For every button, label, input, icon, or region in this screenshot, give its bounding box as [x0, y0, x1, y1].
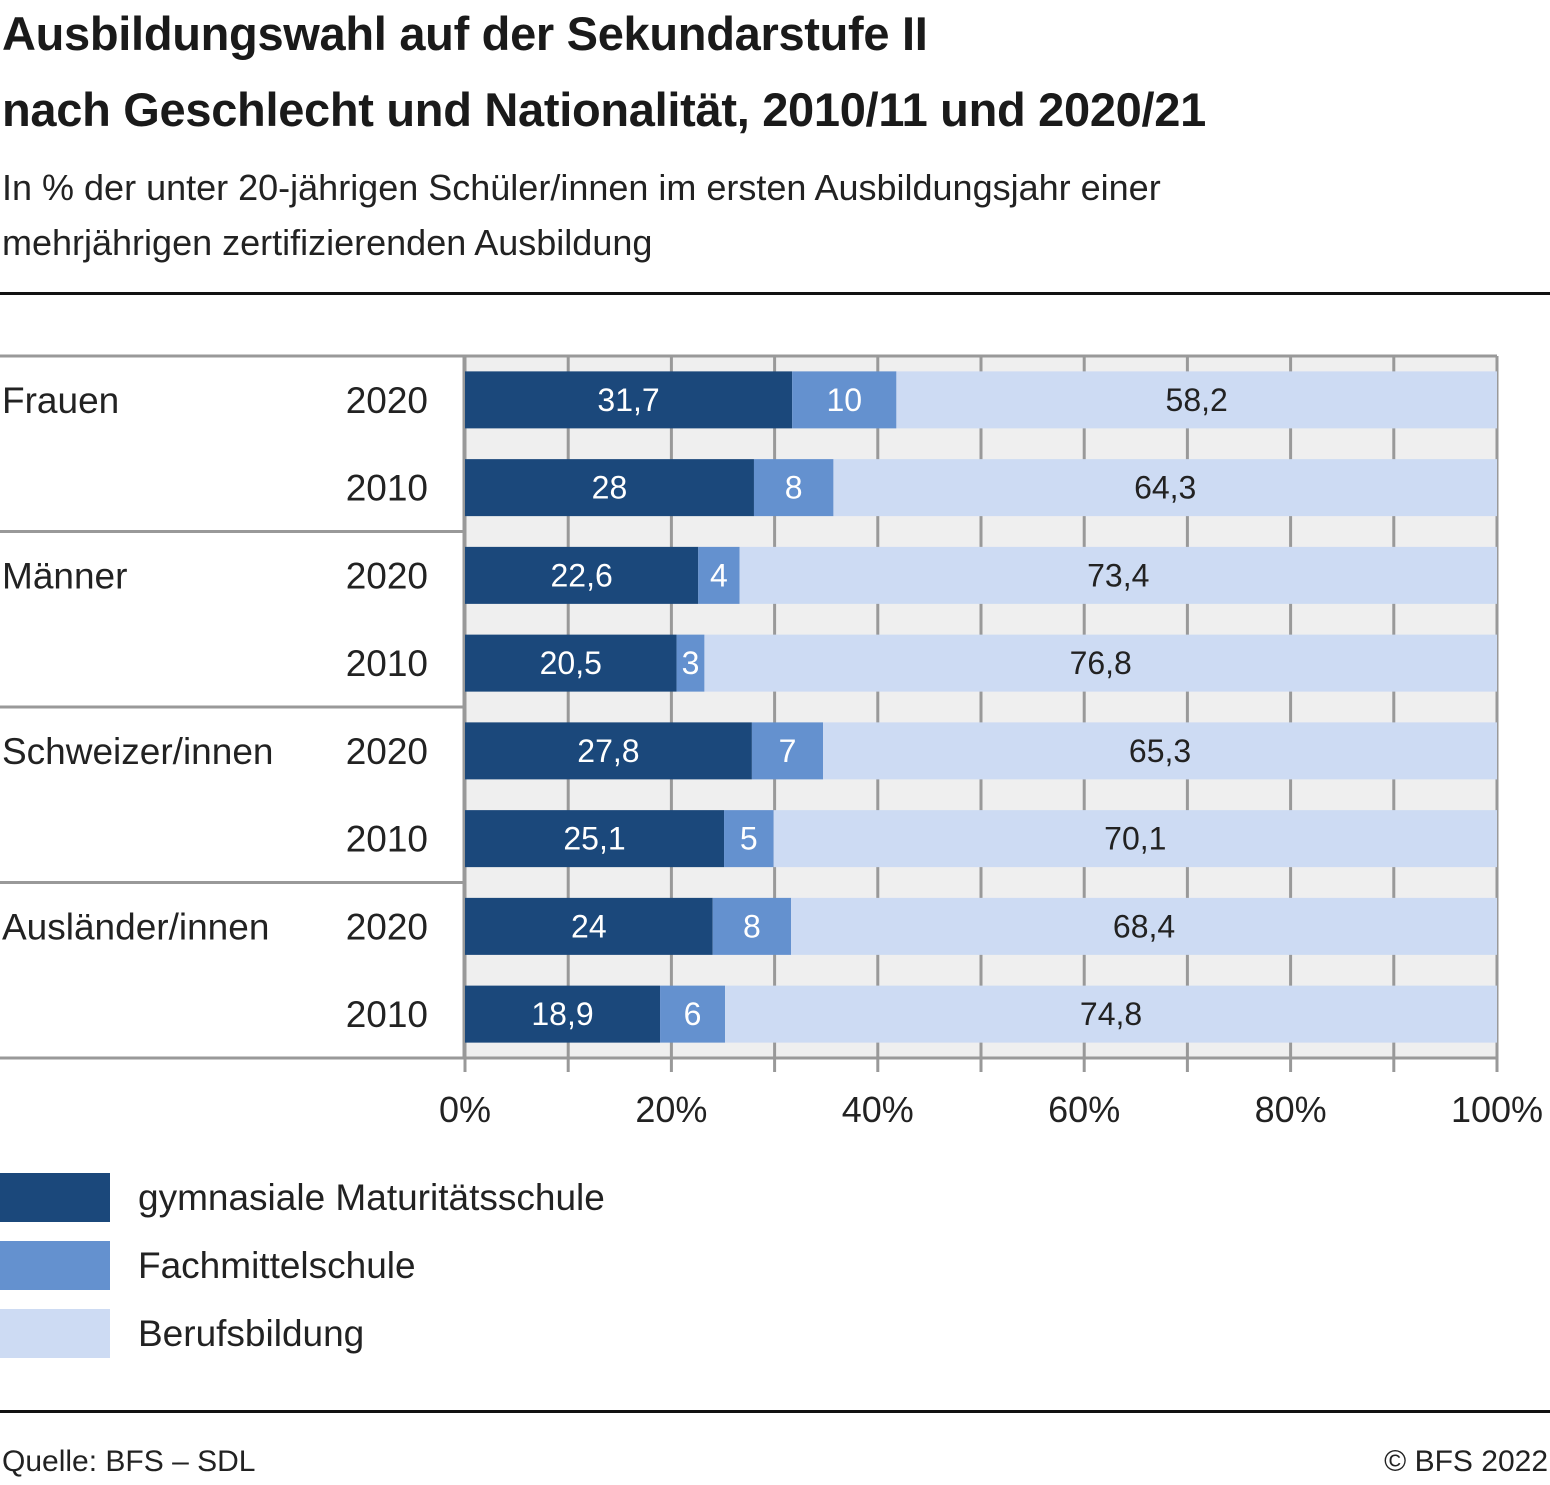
bar-segment	[792, 371, 897, 429]
bar-segment	[725, 985, 1497, 1043]
data-label: 7	[779, 733, 797, 769]
year-label: 2010	[346, 643, 428, 684]
bar-segment	[833, 459, 1497, 517]
bar-segment	[739, 546, 1497, 604]
year-label: 2020	[346, 731, 428, 772]
year-label: 2020	[346, 380, 428, 421]
x-tick-label: 20%	[635, 1089, 707, 1130]
x-tick-label: 100%	[1451, 1089, 1543, 1130]
bar-segment	[465, 546, 699, 604]
data-label: 8	[743, 908, 761, 944]
data-label: 24	[571, 908, 607, 944]
x-tick-label: 80%	[1255, 1089, 1327, 1130]
data-label: 70,1	[1104, 821, 1166, 857]
legend-label: Berufsbildung	[138, 1313, 365, 1354]
year-label: 2010	[346, 994, 428, 1035]
legend-label: Fachmittelschule	[138, 1245, 416, 1286]
data-label: 68,4	[1113, 908, 1175, 944]
data-label: 27,8	[577, 733, 639, 769]
data-label: 18,9	[531, 996, 593, 1032]
x-tick-label: 40%	[842, 1089, 914, 1130]
chart-subtitle-line-1: In % der unter 20-jährigen Schüler/innen…	[2, 167, 1161, 208]
data-label: 28	[592, 470, 628, 506]
bar-segment	[724, 810, 774, 868]
data-label: 4	[710, 557, 728, 593]
bar-segment	[704, 634, 1497, 692]
data-label: 76,8	[1070, 645, 1132, 681]
top-divider	[0, 292, 1550, 295]
year-label: 2010	[346, 468, 428, 509]
data-label: 25,1	[563, 821, 625, 857]
x-tick-label: 60%	[1048, 1089, 1120, 1130]
legend-swatch	[0, 1309, 110, 1358]
data-label: 74,8	[1080, 996, 1142, 1032]
bottom-divider	[0, 1410, 1550, 1413]
data-label: 20,5	[540, 645, 602, 681]
copyright-note: © BFS 2022	[1384, 1445, 1548, 1478]
group-label: Schweizer/innen	[2, 731, 273, 772]
year-label: 2020	[346, 906, 428, 947]
year-label: 2010	[346, 819, 428, 860]
data-label: 64,3	[1134, 470, 1196, 506]
data-label: 3	[682, 645, 700, 681]
data-label: 8	[785, 470, 803, 506]
bar-segment	[773, 810, 1497, 868]
bar-segment	[465, 634, 677, 692]
chart-title-line-1: Ausbildungswahl auf der Sekundarstufe II	[2, 7, 928, 60]
stacked-bar-chart: Frauen 2020 31,7 10 58,2 2010 28 8 64,3 Männer 202…	[0, 354, 1543, 1130]
group-label: Frauen	[2, 380, 119, 421]
data-label: 22,6	[550, 557, 612, 593]
bar-segment	[465, 810, 725, 868]
legend-swatch	[0, 1173, 110, 1222]
bar-segment	[465, 371, 793, 429]
bar-segment	[660, 985, 726, 1043]
bar-segment	[676, 634, 705, 692]
bar-segment	[465, 897, 713, 955]
bar-segment	[698, 546, 740, 604]
data-label: 65,3	[1129, 733, 1191, 769]
legend-swatch	[0, 1241, 110, 1290]
x-tick-label: 0%	[439, 1089, 491, 1130]
data-label: 31,7	[597, 382, 659, 418]
bar-segment	[712, 897, 792, 955]
year-label: 2020	[346, 555, 428, 596]
source-note: Quelle: BFS – SDL	[2, 1445, 256, 1478]
bar-segment	[753, 459, 834, 517]
bar-segment	[823, 722, 1497, 780]
data-label: 10	[826, 382, 862, 418]
legend-label: gymnasiale Maturitätsschule	[138, 1177, 605, 1218]
bar-segment	[465, 722, 752, 780]
chart-title-line-2: nach Geschlecht und Nationalität, 2010/1…	[2, 83, 1206, 136]
group-label: Ausländer/innen	[2, 906, 269, 947]
bar-segment	[465, 985, 661, 1043]
data-label: 5	[740, 821, 758, 857]
chart-subtitle-line-2: mehrjährigen zertifizierenden Ausbildung	[2, 222, 653, 263]
data-label: 73,4	[1087, 557, 1149, 593]
bar-segment	[896, 371, 1497, 429]
bar-segment	[791, 897, 1497, 955]
data-label: 6	[684, 996, 702, 1032]
group-label: Männer	[2, 555, 127, 596]
bar-segment	[751, 722, 824, 780]
bar-segment	[465, 459, 754, 517]
data-label: 58,2	[1166, 382, 1228, 418]
